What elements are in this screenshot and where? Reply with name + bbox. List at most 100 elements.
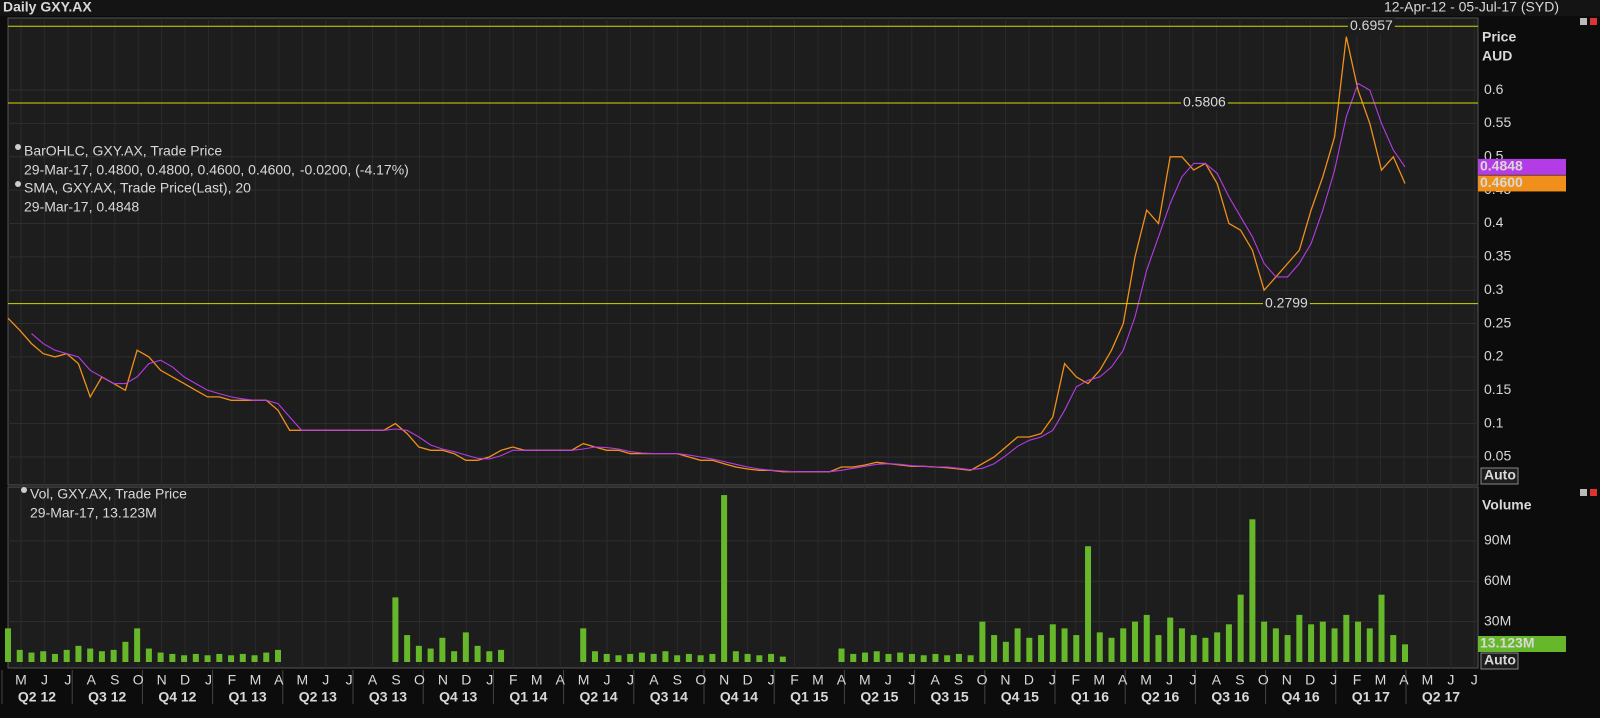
legend-detail: 29-Mar-17, 0.4848 (24, 199, 139, 215)
volume-bar (1190, 635, 1197, 662)
volume-bar (87, 648, 94, 662)
date-range: 12-Apr-12 - 05-Jul-17 (SYD) (1384, 0, 1559, 15)
x-quarter-label: Q1 15 (790, 689, 828, 705)
volume-bar (1120, 628, 1127, 662)
x-month-label: J (1049, 672, 1056, 688)
volume-bar (1167, 617, 1174, 662)
x-month-label: N (719, 672, 729, 688)
volume-bar (603, 653, 610, 662)
x-month-label: M (1093, 672, 1105, 688)
volume-bar (861, 652, 868, 662)
volume-bar (1272, 628, 1279, 662)
x-month-label: D (1305, 672, 1315, 688)
volume-bar (1308, 624, 1315, 662)
volume-bar (1261, 621, 1268, 662)
volume-bar (1002, 641, 1009, 662)
volume-bar (1155, 635, 1162, 662)
volume-bar (897, 652, 904, 662)
volume-bar (28, 652, 35, 662)
volume-bar (1108, 637, 1115, 662)
sma-line (31, 82, 1406, 473)
close-button[interactable] (1590, 18, 1597, 25)
x-month-label: A (368, 672, 378, 688)
x-month-label: J (346, 672, 353, 688)
x-month-label: N (1282, 672, 1292, 688)
level-label: 0.2799 (1265, 294, 1308, 310)
x-month-label: J (627, 672, 634, 688)
volume-bar (1178, 628, 1185, 662)
price-panel (7, 17, 1479, 486)
volume-bar (427, 648, 434, 662)
volume-bar (779, 656, 786, 662)
x-month-label: A (1212, 672, 1222, 688)
x-month-label: M (812, 672, 824, 688)
y-tick-label: 0.15 (1484, 381, 1511, 397)
volume-bar (263, 652, 270, 662)
volume-bar (991, 635, 998, 662)
x-month-label: F (228, 672, 237, 688)
volume-bar (110, 649, 117, 662)
x-month-label: J (768, 672, 775, 688)
volume-bar (920, 655, 927, 662)
x-quarter-label: Q2 16 (1141, 689, 1179, 705)
volume-bar (275, 649, 282, 662)
auto-scale-box[interactable] (1480, 652, 1519, 670)
volume-bar (239, 653, 246, 662)
volume-bar (474, 645, 481, 662)
x-quarter-label: Q2 15 (860, 689, 898, 705)
last-value-label: 13.123M (1480, 635, 1534, 651)
volume-bar (1343, 614, 1350, 662)
volume-bar (51, 653, 58, 662)
legend-icon (21, 487, 27, 493)
x-quarter-label: Q4 14 (720, 689, 758, 705)
y-tick-label: 0.4 (1484, 214, 1504, 230)
y-tick-label: 0.35 (1484, 248, 1511, 264)
x-month-label: A (1118, 672, 1128, 688)
volume-bar (873, 651, 880, 662)
x-month-label: O (977, 672, 988, 688)
window-button[interactable] (1580, 489, 1587, 496)
close-button[interactable] (1590, 489, 1597, 496)
y-tick-label: 0.6 (1484, 81, 1504, 97)
volume-bar (392, 597, 399, 662)
volume-bar (850, 653, 857, 662)
x-month-label: F (509, 672, 518, 688)
x-quarter-label: Q4 15 (1001, 689, 1039, 705)
volume-bar (744, 653, 751, 662)
volume-bar (1143, 614, 1150, 662)
volume-bar (204, 655, 211, 662)
x-quarter-label: Q1 17 (1352, 689, 1390, 705)
x-month-label: D (743, 672, 753, 688)
volume-bar (181, 655, 188, 662)
x-month-label: F (1072, 672, 1081, 688)
axis-unit: AUD (1482, 48, 1512, 64)
last-value-label: 0.4848 (1480, 158, 1523, 174)
x-month-label: D (461, 672, 471, 688)
volume-bar (415, 645, 422, 662)
x-month-label: J (1330, 672, 1337, 688)
x-quarter-label: Q2 17 (1422, 689, 1460, 705)
window-button[interactable] (1580, 18, 1587, 25)
x-month-label: A (274, 672, 284, 688)
x-month-label: J (205, 672, 212, 688)
volume-bar (486, 651, 493, 662)
x-month-label: A (1399, 672, 1409, 688)
volume-bar (1237, 594, 1244, 662)
x-quarter-label: Q3 12 (88, 689, 126, 705)
x-month-label: M (578, 672, 590, 688)
x-quarter-label: Q1 13 (229, 689, 267, 705)
last-value-label: 0.4600 (1480, 174, 1523, 190)
volume-bar (462, 632, 469, 662)
auto-scale-box[interactable] (1480, 467, 1519, 485)
x-quarter-label: Q4 16 (1282, 689, 1320, 705)
x-month-label: S (110, 672, 119, 688)
x-quarter-label: Q3 15 (931, 689, 969, 705)
volume-bar (580, 628, 587, 662)
x-month-label: M (1375, 672, 1387, 688)
volume-bar (75, 645, 82, 662)
legend-name: SMA, GXY.AX, Trade Price(Last), 20 (24, 180, 251, 196)
volume-bar (1096, 632, 1103, 662)
x-month-label: J (486, 672, 493, 688)
volume-bar (591, 651, 598, 662)
